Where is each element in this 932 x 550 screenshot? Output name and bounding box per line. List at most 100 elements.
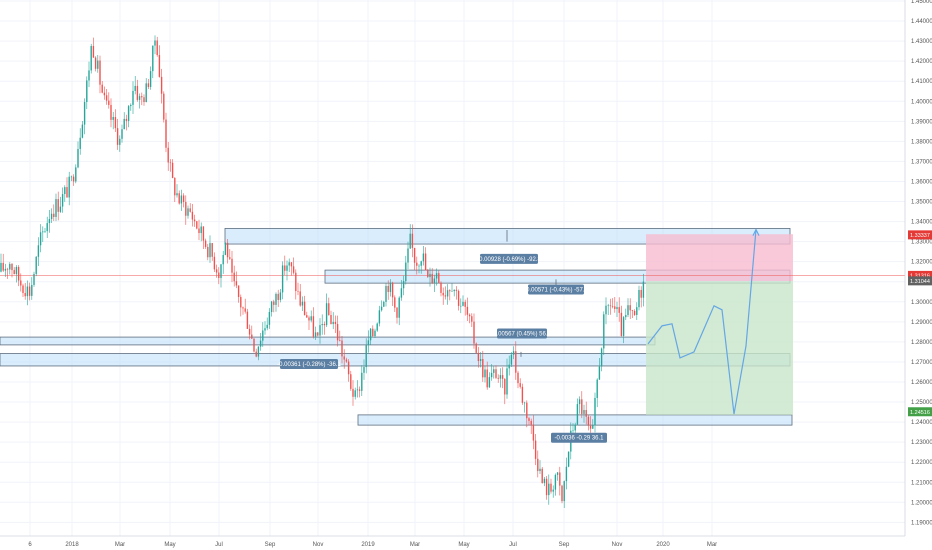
- candle-body: [72, 176, 75, 182]
- candle-body: [167, 147, 169, 163]
- candle-body: [407, 248, 409, 263]
- candle-body: [556, 472, 559, 475]
- candle-body: [299, 291, 301, 306]
- y-tick-label: 1.19000: [911, 520, 932, 526]
- candle-body: [473, 321, 475, 344]
- candle-body: [521, 386, 524, 403]
- candle-body: [427, 269, 429, 278]
- candle-body: [321, 324, 323, 326]
- candle-body: [328, 303, 330, 316]
- candle-body: [361, 372, 363, 391]
- candle-body: [266, 324, 268, 329]
- candle-body: [94, 57, 97, 69]
- candle-body: [235, 281, 238, 286]
- candle-body: [61, 194, 64, 207]
- candle-body: [499, 375, 502, 379]
- candle-body: [398, 297, 400, 318]
- candle-body: [383, 301, 385, 307]
- candle-body: [259, 340, 262, 347]
- candle-body: [253, 338, 255, 352]
- candle-body: [301, 301, 304, 306]
- x-tick-label: Sep: [265, 542, 276, 548]
- candle-body: [350, 374, 352, 389]
- y-tick-label: 1.43000: [911, 39, 932, 45]
- candle-body: [154, 40, 156, 46]
- x-tick-label: May: [164, 542, 175, 548]
- candle-body: [631, 310, 634, 311]
- candle-body: [277, 293, 279, 300]
- candle-body: [174, 177, 176, 196]
- y-tick-label: 1.32000: [911, 260, 932, 266]
- candle-body: [114, 117, 117, 129]
- candle-body: [97, 60, 99, 69]
- candle-body: [90, 46, 92, 71]
- candle-body: [218, 272, 220, 278]
- measurement-label: [480, 253, 538, 264]
- candle-body: [402, 281, 405, 289]
- candle-body: [625, 315, 627, 318]
- y-tick-label: 1.25000: [911, 400, 932, 406]
- candle-body: [488, 377, 491, 388]
- candle-body: [141, 96, 143, 98]
- candle-body: [424, 253, 427, 270]
- candle-body: [519, 383, 521, 387]
- candle-body: [457, 290, 460, 306]
- price-badge-text: 1.31044: [910, 279, 930, 285]
- candle-body: [209, 243, 211, 258]
- candle-body: [290, 262, 293, 267]
- candle-body: [440, 282, 442, 293]
- candle-body: [145, 83, 147, 103]
- candle-body: [17, 266, 20, 281]
- candle-body: [490, 372, 493, 378]
- candle-body: [534, 440, 537, 459]
- candle-body: [33, 273, 35, 285]
- y-tick-label: 1.34000: [911, 220, 932, 226]
- candle-body: [24, 293, 26, 297]
- candle-body: [57, 199, 59, 212]
- candle-body: [187, 208, 189, 216]
- candle-body: [246, 311, 249, 329]
- candle-body: [83, 102, 86, 125]
- y-tick-label: 1.40000: [911, 99, 932, 105]
- candle-body: [563, 481, 565, 502]
- price-badge: [908, 407, 932, 417]
- candle-body: [640, 289, 642, 298]
- candle-body: [79, 137, 81, 149]
- x-tick-label: Nov: [612, 542, 623, 548]
- candle-body: [180, 195, 183, 204]
- x-tick-label: Nov: [313, 542, 324, 548]
- candle-body: [532, 424, 535, 441]
- candle-body: [220, 264, 222, 278]
- candle-body: [163, 93, 165, 120]
- x-tick-label: Mar: [707, 542, 717, 548]
- candle-body: [119, 138, 121, 145]
- candle-body: [37, 245, 40, 257]
- candle-body: [279, 292, 282, 300]
- projection-arrow-head: [752, 228, 760, 236]
- candle-body: [504, 378, 506, 395]
- candle-body: [332, 321, 334, 325]
- candle-body: [198, 228, 200, 234]
- measurement-label: [551, 432, 607, 443]
- candle-body: [262, 330, 264, 341]
- candle-body: [453, 289, 455, 292]
- candle-body: [273, 301, 275, 305]
- x-tick-label: Sep: [559, 542, 570, 548]
- candle-body: [600, 348, 603, 367]
- candle-body: [303, 301, 306, 316]
- price-badge-text: 1.33337: [910, 233, 930, 239]
- candle-body: [39, 232, 42, 246]
- x-tick-label: May: [458, 542, 469, 548]
- candle-body: [176, 193, 178, 196]
- candle-body: [614, 306, 616, 309]
- candle-body: [376, 323, 378, 331]
- candle-body: [394, 297, 396, 308]
- candle-body: [20, 280, 22, 286]
- candle-body: [372, 328, 374, 337]
- candle-body: [264, 328, 266, 331]
- candle-body: [28, 286, 31, 296]
- y-tick-label: 1.26000: [911, 380, 932, 386]
- y-tick-label: 1.45000: [911, 0, 932, 5]
- candle-body: [611, 306, 614, 307]
